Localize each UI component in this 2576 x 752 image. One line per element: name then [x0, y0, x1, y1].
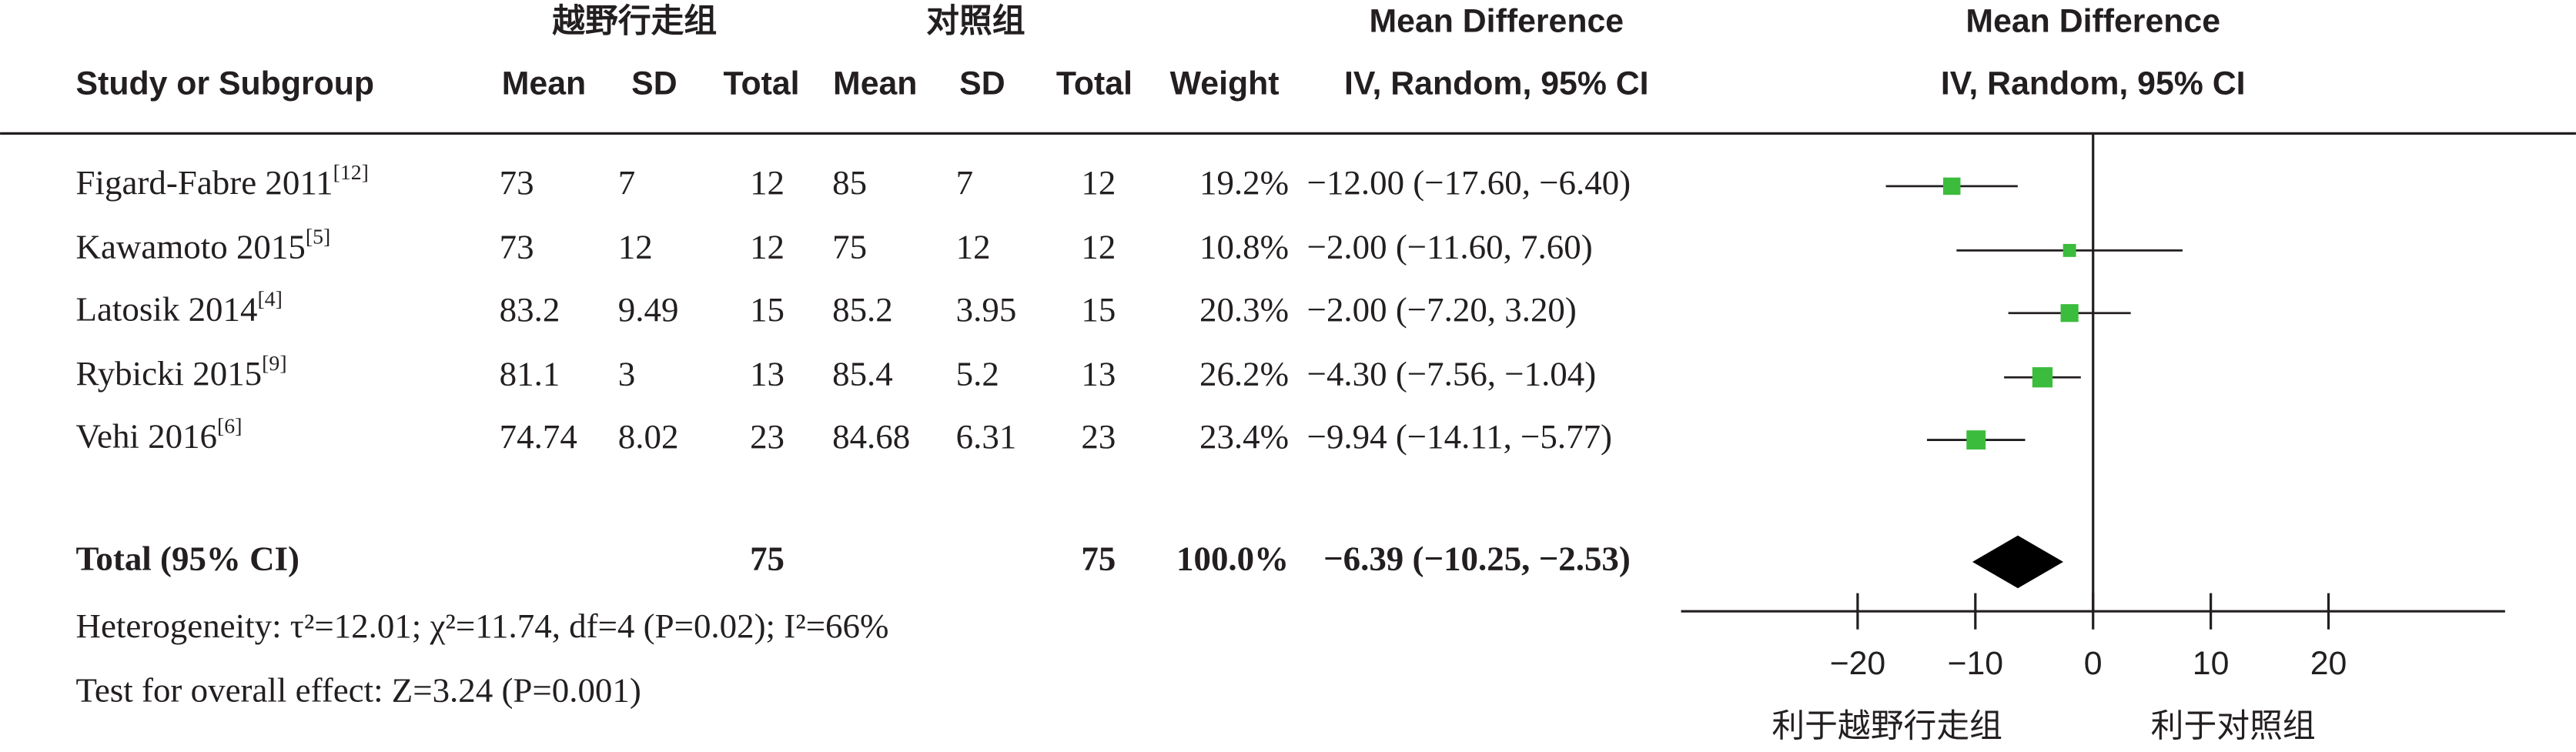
effect-square	[1966, 430, 1986, 450]
weight-label: 100.0%	[1176, 539, 1289, 577]
column-header: Mean	[502, 65, 586, 102]
column-header: Total	[1056, 65, 1132, 102]
effect-square	[2062, 243, 2076, 257]
ctrl-sd: 6.31	[956, 417, 1017, 456]
weight-label: 20.3%	[1199, 290, 1289, 329]
column-header: Mean	[833, 65, 917, 102]
exp-sd: 12	[618, 228, 653, 266]
study-ref: [12]	[333, 161, 369, 185]
effect-header: Mean Difference	[1369, 2, 1624, 39]
ctrl-mean: 85	[832, 163, 867, 202]
ctrl-mean: 85.4	[832, 355, 893, 393]
weight-label: 23.4%	[1199, 417, 1289, 456]
ctrl-total: 12	[1081, 163, 1116, 202]
name: Total (95% CI)	[76, 539, 299, 577]
ctrl-mean: 85.2	[832, 290, 893, 329]
x-tick-label: 10	[2193, 645, 2230, 682]
exp-sd: 3	[618, 355, 635, 393]
x-tick-label: −20	[1830, 645, 1886, 682]
column-header: Study or Subgroup	[76, 65, 375, 102]
weight-label: 26.2%	[1199, 355, 1289, 393]
exp-mean: 73	[500, 163, 534, 202]
plot-header: IV, Random, 95% CI	[1941, 65, 2246, 102]
x-tick-label: 20	[2310, 645, 2347, 682]
study-ref: [4]	[257, 288, 282, 312]
ctrl-sd: 12	[956, 228, 991, 266]
study-label: Figard-Fabre 2011	[76, 163, 333, 202]
study-name: Vehi 2016[6]	[76, 415, 243, 456]
weight-label: 10.8%	[1199, 228, 1289, 266]
ci-label: −9.94 (−14.11, −5.77)	[1307, 417, 1612, 456]
effect-header: IV, Random, 95% CI	[1344, 65, 1649, 102]
ci-label: −6.39 (−10.25, −2.53)	[1323, 539, 1631, 577]
study-ref: [9]	[262, 353, 286, 376]
study-name: Figard-Fabre 2011[12]	[76, 161, 369, 202]
ctrl-sd: 7	[956, 163, 973, 202]
ctrl-sd: 3.95	[956, 290, 1017, 329]
weight-label: 19.2%	[1199, 163, 1289, 202]
ci-label: −4.30 (−7.56, −1.04)	[1307, 355, 1597, 393]
ci-label: −2.00 (−7.20, 3.20)	[1307, 290, 1577, 329]
exp-mean: 83.2	[500, 290, 560, 329]
x-tick-label: 0	[2084, 645, 2103, 682]
ctrl-sd: 5.2	[956, 355, 999, 393]
exp-sd: 8.02	[618, 417, 679, 456]
exp-total: 12	[750, 228, 785, 266]
group-label: 越野行走组	[552, 2, 717, 39]
study-name: Latosik 2014[4]	[76, 288, 283, 329]
ctrl-total: 15	[1081, 290, 1116, 329]
column-header: SD	[631, 65, 677, 102]
exp-total: 13	[750, 355, 785, 393]
summary-diamond	[1972, 535, 2064, 589]
column-header: Total	[724, 65, 800, 102]
study-name: Rybicki 2015[9]	[76, 353, 287, 393]
footnote: Test for overall effect: Z=3.24 (P=0.001…	[76, 671, 641, 710]
exp-total: 12	[750, 163, 785, 202]
study-name: Kawamoto 2015[5]	[76, 226, 331, 266]
study-label: Kawamoto 2015	[76, 228, 306, 266]
exp-mean: 73	[500, 228, 534, 266]
x-tick-label: −10	[1948, 645, 2004, 682]
axis-label: 利于越野行走组	[1771, 707, 2002, 744]
column-header: SD	[959, 65, 1005, 102]
exp-mean: 74.74	[500, 417, 577, 456]
effect-square	[2060, 304, 2079, 323]
exp-total: 23	[750, 417, 785, 456]
study-ref: [6]	[217, 415, 242, 439]
exp-mean: 81.1	[500, 355, 560, 393]
ctrl-total: 23	[1081, 417, 1116, 456]
study-label: Latosik 2014	[76, 290, 258, 329]
column-header: Weight	[1170, 65, 1280, 102]
study-label: Vehi 2016	[76, 417, 217, 456]
ci-label: −12.00 (−17.60, −6.40)	[1307, 163, 1631, 202]
study-label: Rybicki 2015	[76, 355, 263, 393]
ci-label: −2.00 (−11.60, 7.60)	[1307, 228, 1593, 266]
ctrl-total: 13	[1081, 355, 1116, 393]
effect-square	[2032, 367, 2053, 388]
exp-total: 15	[750, 290, 785, 329]
axis-label: 利于对照组	[2151, 707, 2316, 744]
group-label: 对照组	[926, 2, 1025, 39]
study-ref: [5]	[306, 226, 330, 249]
ctrl-mean: 75	[832, 228, 867, 266]
plot-header: Mean Difference	[1965, 2, 2220, 39]
ctrl-total: 75	[1081, 539, 1116, 577]
ctrl-mean: 84.68	[832, 417, 910, 456]
exp-total: 75	[750, 539, 785, 577]
exp-sd: 7	[618, 163, 635, 202]
footnote: Heterogeneity: τ²=12.01; χ²=11.74, df=4 …	[76, 607, 889, 645]
effect-square	[1942, 177, 1961, 196]
exp-sd: 9.49	[618, 290, 679, 329]
ctrl-total: 12	[1081, 228, 1116, 266]
